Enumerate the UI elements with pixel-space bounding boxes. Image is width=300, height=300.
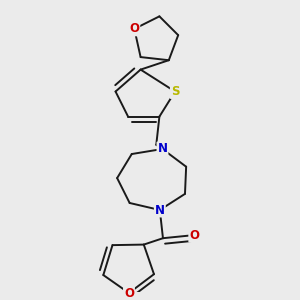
Text: O: O — [129, 22, 139, 35]
Text: O: O — [124, 286, 134, 299]
Text: S: S — [171, 85, 179, 98]
Text: O: O — [189, 229, 199, 242]
Text: N: N — [155, 203, 165, 217]
Text: N: N — [158, 142, 167, 155]
